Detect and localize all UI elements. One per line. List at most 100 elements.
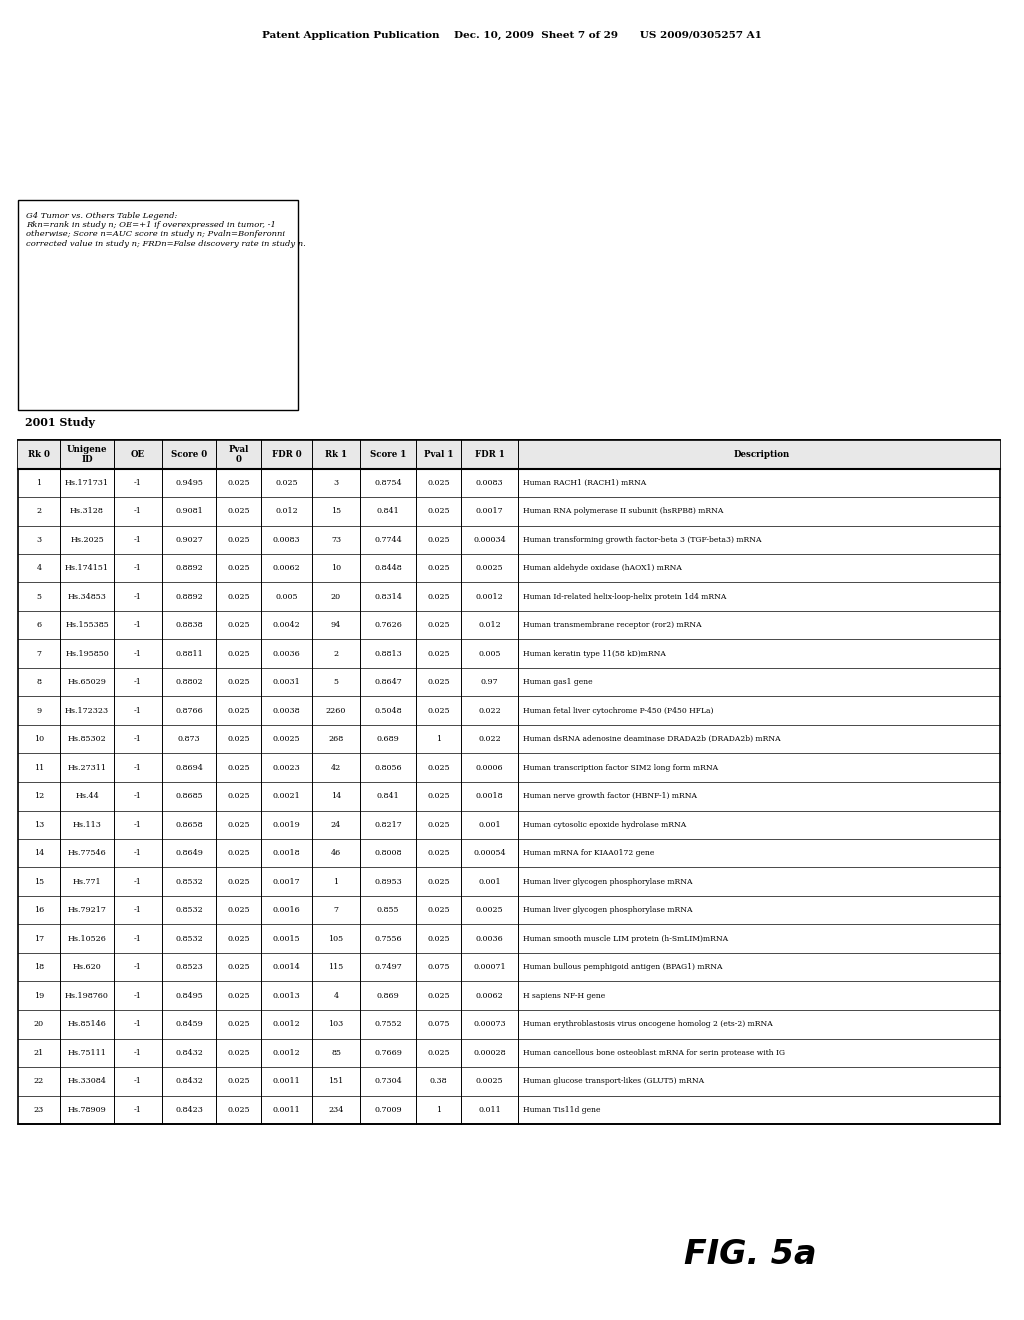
Text: 0.011: 0.011 — [478, 1106, 501, 1114]
Text: 0.8766: 0.8766 — [175, 706, 203, 714]
Text: 0.012: 0.012 — [275, 507, 298, 515]
Text: 0.0006: 0.0006 — [476, 764, 504, 772]
Text: Human transcription factor SIM2 long form mRNA: Human transcription factor SIM2 long for… — [523, 764, 718, 772]
Text: 0.841: 0.841 — [377, 507, 399, 515]
Text: 0.025: 0.025 — [427, 622, 450, 630]
Text: Pval 1: Pval 1 — [424, 450, 454, 459]
Text: Description: Description — [733, 450, 790, 459]
Text: 0.7552: 0.7552 — [374, 1020, 401, 1028]
Text: 4: 4 — [37, 564, 42, 573]
Text: FIG. 5a: FIG. 5a — [684, 1238, 816, 1271]
Text: 0.841: 0.841 — [377, 792, 399, 800]
Text: 0.8685: 0.8685 — [175, 792, 203, 800]
Text: 0.8532: 0.8532 — [175, 878, 203, 886]
Text: -1: -1 — [134, 1020, 142, 1028]
Text: 0.7626: 0.7626 — [374, 622, 402, 630]
Text: 0.0025: 0.0025 — [476, 907, 504, 915]
Text: 21: 21 — [34, 1049, 44, 1057]
Text: 0.025: 0.025 — [227, 792, 250, 800]
Text: 0.0023: 0.0023 — [272, 764, 300, 772]
Text: -1: -1 — [134, 593, 142, 601]
Text: G4 Tumor vs. Others Table Legend:
Rkn=rank in study n; OE=+1 if overexpressed in: G4 Tumor vs. Others Table Legend: Rkn=ra… — [26, 213, 306, 248]
Text: 0.0017: 0.0017 — [272, 878, 300, 886]
Text: 0.8523: 0.8523 — [175, 964, 203, 972]
Text: Hs.113: Hs.113 — [73, 821, 101, 829]
Text: 0.0062: 0.0062 — [272, 564, 300, 573]
Text: 0.0042: 0.0042 — [272, 622, 300, 630]
Text: 0.97: 0.97 — [480, 678, 499, 686]
Text: 0.855: 0.855 — [377, 907, 399, 915]
Text: 0.025: 0.025 — [227, 1020, 250, 1028]
Text: 73: 73 — [331, 536, 341, 544]
Text: 0.025: 0.025 — [427, 935, 450, 942]
Text: Hs.3128: Hs.3128 — [70, 507, 104, 515]
Text: 15: 15 — [34, 878, 44, 886]
Text: 7: 7 — [334, 907, 339, 915]
Text: Hs.771: Hs.771 — [73, 878, 101, 886]
Text: 0.9027: 0.9027 — [175, 536, 203, 544]
Text: 0.0011: 0.0011 — [272, 1106, 300, 1114]
Text: 3: 3 — [334, 479, 339, 487]
FancyBboxPatch shape — [18, 440, 1000, 1125]
Text: 0.0011: 0.0011 — [272, 1077, 300, 1085]
Text: FDR 0: FDR 0 — [271, 450, 301, 459]
Text: 0.025: 0.025 — [227, 1049, 250, 1057]
Text: 0.025: 0.025 — [427, 764, 450, 772]
Text: 0.00028: 0.00028 — [473, 1049, 506, 1057]
Text: 0.025: 0.025 — [427, 849, 450, 857]
Text: -1: -1 — [134, 1077, 142, 1085]
Text: -1: -1 — [134, 907, 142, 915]
Text: -1: -1 — [134, 1049, 142, 1057]
Text: 0.00073: 0.00073 — [473, 1020, 506, 1028]
Text: 0.0025: 0.0025 — [476, 1077, 504, 1085]
Text: 0.025: 0.025 — [427, 479, 450, 487]
Text: 105: 105 — [329, 935, 344, 942]
Text: 13: 13 — [34, 821, 44, 829]
Text: 0.8811: 0.8811 — [175, 649, 203, 657]
Text: 0.0012: 0.0012 — [272, 1020, 300, 1028]
Text: 151: 151 — [329, 1077, 344, 1085]
Text: Human RNA polymerase II subunit (hsRPB8) mRNA: Human RNA polymerase II subunit (hsRPB8)… — [523, 507, 723, 515]
Text: -1: -1 — [134, 564, 142, 573]
Text: 0.025: 0.025 — [227, 536, 250, 544]
Text: -1: -1 — [134, 792, 142, 800]
Text: 0.022: 0.022 — [478, 706, 501, 714]
Text: 0.0019: 0.0019 — [272, 821, 300, 829]
Text: -1: -1 — [134, 706, 142, 714]
Text: 23: 23 — [34, 1106, 44, 1114]
Text: 0.8217: 0.8217 — [374, 821, 401, 829]
Text: -1: -1 — [134, 764, 142, 772]
Text: Hs.2025: Hs.2025 — [70, 536, 103, 544]
Text: 0.0038: 0.0038 — [272, 706, 300, 714]
Text: 0.025: 0.025 — [227, 1077, 250, 1085]
FancyBboxPatch shape — [18, 201, 298, 411]
Text: 12: 12 — [34, 792, 44, 800]
Text: 0.025: 0.025 — [227, 593, 250, 601]
Text: -1: -1 — [134, 536, 142, 544]
Text: 2: 2 — [37, 507, 42, 515]
Text: 0.8314: 0.8314 — [374, 593, 402, 601]
Text: 20: 20 — [331, 593, 341, 601]
Text: Hs.27311: Hs.27311 — [68, 764, 106, 772]
Text: 0.0021: 0.0021 — [272, 792, 300, 800]
Text: 2: 2 — [334, 649, 339, 657]
Text: 7: 7 — [37, 649, 42, 657]
Text: 0.0017: 0.0017 — [476, 507, 504, 515]
Text: 0.025: 0.025 — [227, 479, 250, 487]
Text: 0.001: 0.001 — [478, 821, 501, 829]
Text: Hs.10526: Hs.10526 — [68, 935, 106, 942]
Text: 10: 10 — [331, 564, 341, 573]
Text: Human transforming growth factor-beta 3 (TGF-beta3) mRNA: Human transforming growth factor-beta 3 … — [523, 536, 762, 544]
Text: 22: 22 — [34, 1077, 44, 1085]
Text: 0.025: 0.025 — [227, 622, 250, 630]
Text: OE: OE — [131, 450, 145, 459]
Text: Human nerve growth factor (HBNF-1) mRNA: Human nerve growth factor (HBNF-1) mRNA — [523, 792, 697, 800]
Text: 0.0062: 0.0062 — [475, 991, 504, 999]
Text: 18: 18 — [34, 964, 44, 972]
Text: 0.38: 0.38 — [430, 1077, 447, 1085]
Text: 20: 20 — [34, 1020, 44, 1028]
Text: Hs.172323: Hs.172323 — [65, 706, 110, 714]
Text: 46: 46 — [331, 849, 341, 857]
Text: 1: 1 — [334, 878, 339, 886]
Text: 0.8838: 0.8838 — [175, 622, 203, 630]
